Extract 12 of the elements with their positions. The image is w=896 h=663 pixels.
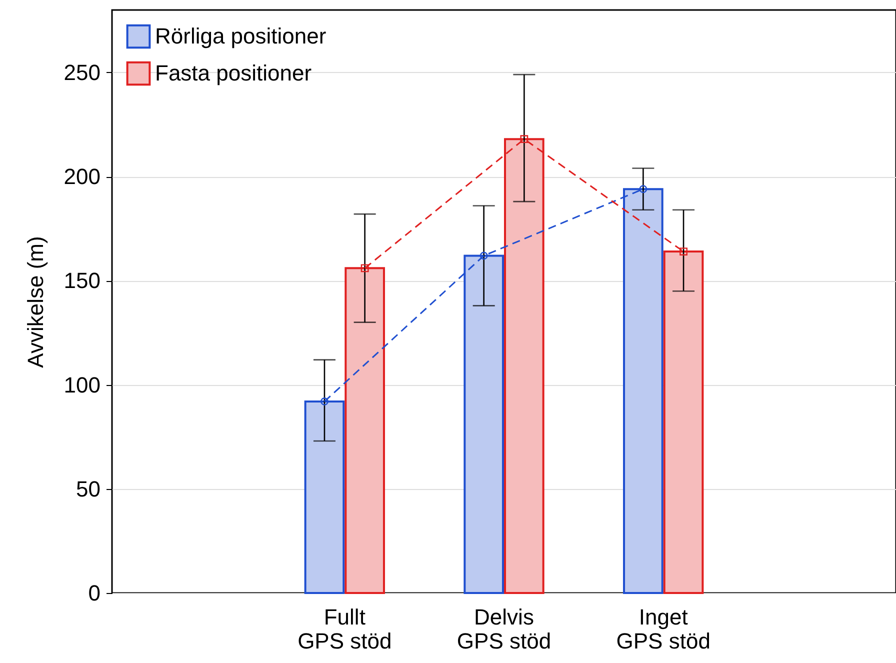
y-tick-label: 50 bbox=[76, 476, 100, 502]
x-tick-label: Inget GPS stöd bbox=[616, 604, 710, 654]
y-axis-title: Avvikelse (m) bbox=[22, 236, 48, 368]
y-tick-label: 0 bbox=[88, 580, 100, 606]
y-tick-label: 100 bbox=[64, 372, 100, 398]
legend-label: Rörliga positioner bbox=[155, 24, 326, 48]
y-tick-label: 250 bbox=[64, 60, 100, 85]
legend-label: Fasta positioner bbox=[155, 60, 312, 86]
x-tick-label: Fullt GPS stöd bbox=[298, 604, 392, 654]
x-tick-label: Delvis GPS stöd bbox=[456, 604, 552, 654]
y-tick-label: 200 bbox=[64, 164, 100, 190]
y-tick-label: 150 bbox=[64, 268, 100, 294]
